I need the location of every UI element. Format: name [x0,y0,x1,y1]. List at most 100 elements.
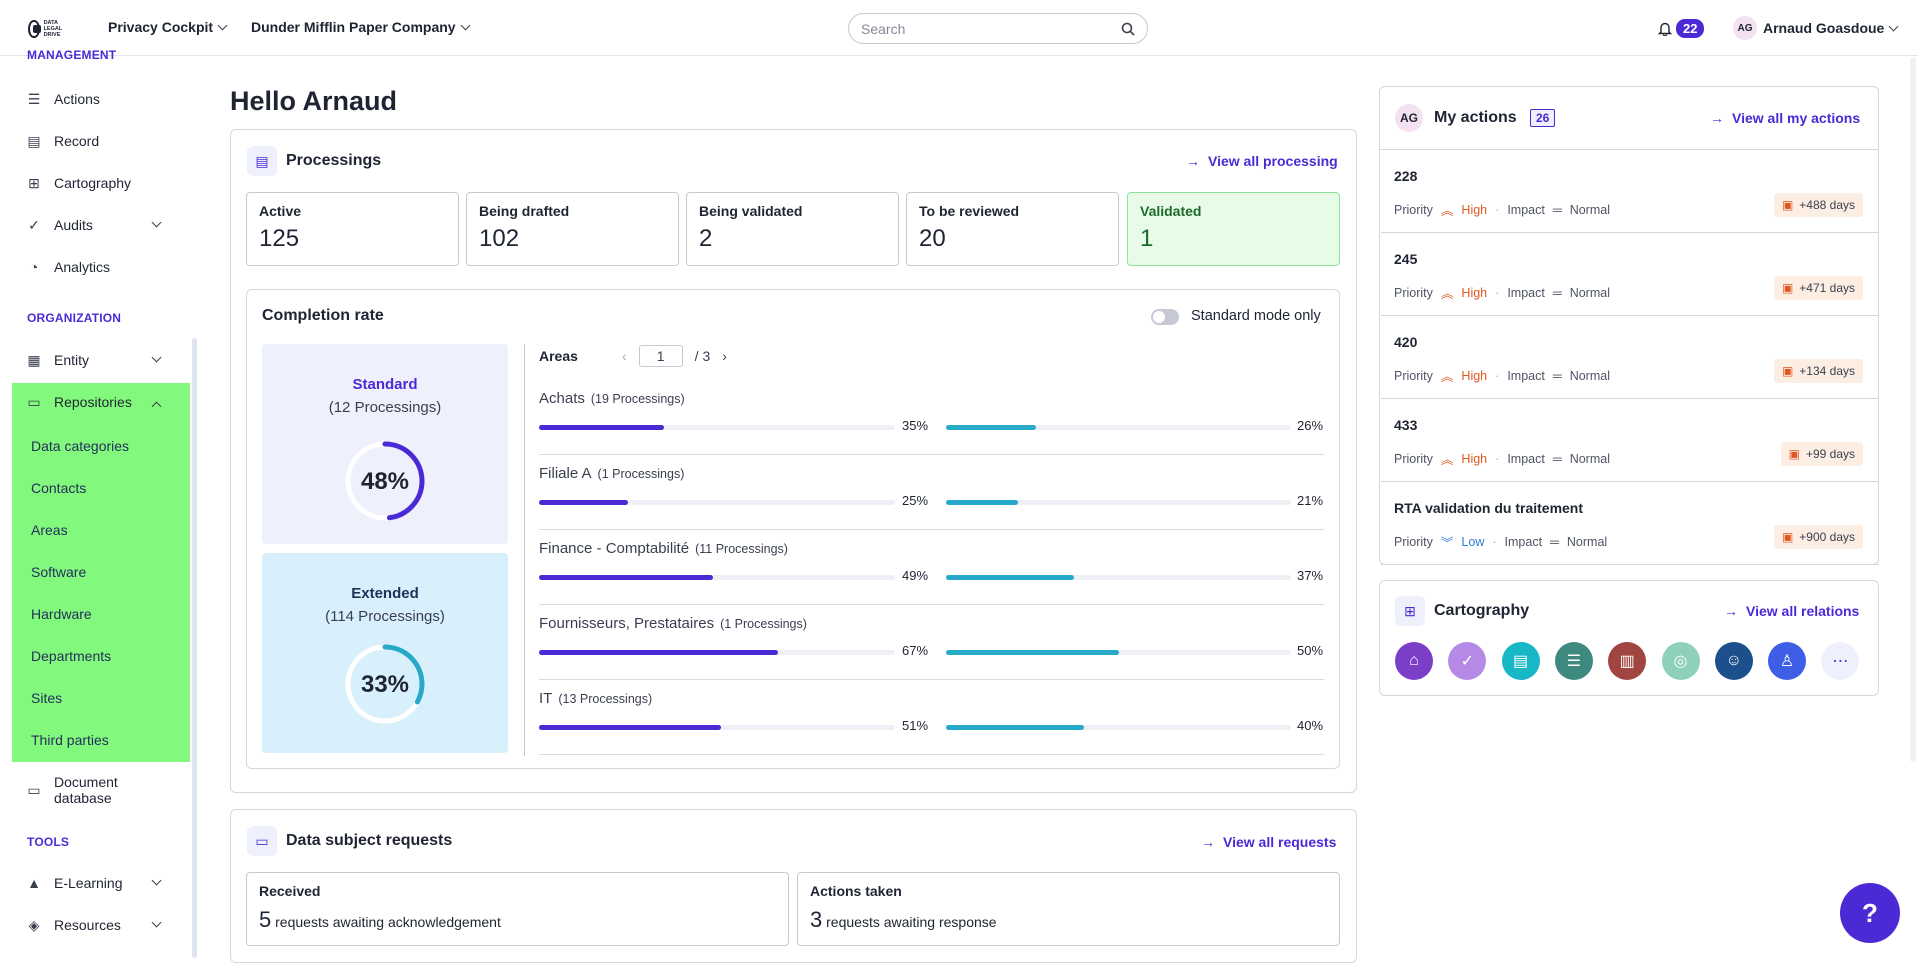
company-switcher[interactable]: Dunder Mifflin Paper Company [251,19,471,35]
sidebar-item-cartography[interactable]: ⊞ Cartography [0,164,190,202]
page-scrollbar[interactable] [1910,57,1916,762]
chevron-left-icon[interactable]: ‹ [622,348,627,364]
stat-value: 2 [699,225,713,252]
stat-validated[interactable]: Validated 1 [1127,192,1340,266]
sidebar-item-actions[interactable]: ☰ Actions [0,80,190,118]
more-icon[interactable]: ⋯ [1821,642,1860,680]
sidebar-subitem-hardware[interactable]: Hardware [31,606,92,622]
action-row[interactable]: 433 Priority ︽ High · Impact ═ Normal ▣ +99 days [1381,399,1879,482]
action-row[interactable]: 228 Priority ︽ High · Impact ═ Normal ▣ +488 days [1381,150,1879,233]
sidebar-scrollbar[interactable] [192,338,197,958]
chevron-down-icon [217,20,228,30]
view-all-my-actions-link[interactable]: → View all my actions [1710,110,1860,126]
sidebar-item-elearning[interactable]: ▲ E-Learning [0,864,190,902]
stat-to-be-reviewed[interactable]: To be reviewed 20 [906,192,1119,266]
standard-mode-toggle[interactable] [1151,309,1179,325]
sidebar-item-document-database[interactable]: ▭ Document database [0,768,190,812]
area-row[interactable]: Fournisseurs, Prestataires (1 Processings… [539,605,1324,680]
sidebar-item-analytics[interactable]: ◔ Analytics [0,248,190,286]
due-days-badge: ▣ +99 days [1780,442,1863,466]
sidebar-subitem-sites[interactable]: Sites [31,690,63,706]
user-menu[interactable]: AG Arnaud Goasdoue [1733,16,1899,40]
action-id: RTA validation du traitement [1394,500,1584,516]
chevrons-up-icon: ︽ [1440,453,1454,467]
search-input[interactable] [861,20,1121,37]
calendar-icon: ▣ [1781,281,1794,295]
extended-title: Extended [351,585,419,602]
search-box[interactable] [848,13,1148,44]
sidebar-item-entity[interactable]: ▦ Entity [0,341,190,379]
stat-being-validated[interactable]: Being validated 2 [686,192,899,266]
action-row[interactable]: 420 Priority ︽ High · Impact ═ Normal ▣ +134 days [1381,316,1879,399]
document-icon: ▤ [247,146,277,176]
help-chat-button[interactable]: ? [1840,883,1900,943]
sidebar-item-label: Resources [54,917,121,933]
notifications[interactable]: 22 [1658,19,1705,38]
view-all-processing-link[interactable]: → View all processing [1186,153,1338,169]
area-name-label: Achats [539,390,585,407]
equals-icon: ═ [1552,285,1562,300]
group-icon[interactable]: ☺ [1714,642,1753,680]
sidebar-subitem-areas[interactable]: Areas [31,522,68,538]
sidebar-subitem-third-parties[interactable]: Third parties [31,732,109,748]
document-icon[interactable]: ▤ [1501,642,1540,680]
area-row[interactable]: IT (13 Processings) 51% 40% [539,680,1324,755]
user-name: Arnaud Goasdoue [1763,20,1885,36]
stat-being-drafted[interactable]: Being drafted 102 [466,192,679,266]
sidebar-item-repositories[interactable]: ▭ Repositories [0,383,190,421]
bank-icon[interactable]: ⌂ [1395,642,1433,680]
stat-active[interactable]: Active 125 [246,192,459,266]
app-logo[interactable]: DATA LEGAL DRIVE [28,18,72,40]
sidebar-item-record[interactable]: ▤ Record [0,122,190,160]
area-name-label: Finance - Comptabilité [539,540,690,557]
stat-label: To be reviewed [919,203,1020,219]
action-meta: Priority ︽ High · Impact ═ Normal [1394,283,1610,302]
resources-icon: ◈ [28,916,40,933]
area-row[interactable]: Achats (19 Processings) 35% 26% [539,380,1324,455]
calendar-icon: ▣ [1781,364,1794,378]
database-icon[interactable]: ◎ [1661,642,1700,680]
product-switcher[interactable]: Privacy Cockpit [108,19,228,35]
extended-pct: 50% [1297,643,1324,658]
impact-value: Normal [1566,534,1608,549]
sidebar: MANAGEMENT ☰ Actions ▤ Record ⊞ Cartogra… [0,48,200,963]
priority-value: High [1461,451,1488,466]
extended-bar-track [946,500,1291,505]
dsr-received[interactable]: Received 5 requests awaiting acknowledge… [246,872,789,946]
search-icon[interactable] [1121,22,1135,36]
page-input[interactable]: 1 [638,345,683,367]
arrow-right-icon: → [1186,153,1200,169]
view-all-requests-link[interactable]: → View all requests [1201,834,1336,850]
sidebar-item-audits[interactable]: ✓ Audits [0,206,190,244]
link-label: View all processing [1208,153,1338,169]
chevrons-down-icon: ︾ [1440,536,1454,550]
extended-pct: 40% [1297,718,1324,733]
list-icon[interactable]: ☰ [1554,642,1593,680]
area-row[interactable]: Filiale A (1 Processings) 25% 21% [539,455,1324,530]
sidebar-subitem-departments[interactable]: Departments [31,648,112,664]
priority-value: High [1461,285,1488,300]
chevron-up-icon [151,401,162,412]
stat-value: 1 [1140,225,1154,252]
action-row[interactable]: 245 Priority ︽ High · Impact ═ Normal ▣ +471 days [1381,233,1879,316]
person-icon[interactable]: ♙ [1768,642,1807,680]
chevron-right-icon[interactable]: › [722,348,727,364]
view-all-relations-link[interactable]: → View all relations [1724,603,1859,619]
shield-check-icon[interactable]: ✓ [1448,642,1487,680]
sidebar-subitem-software[interactable]: Software [31,564,87,580]
section-management-label: MANAGEMENT [27,48,117,62]
impact-label: Impact [1507,285,1545,300]
due-days: +900 days [1799,530,1855,544]
sidebar-subitem-data-categories[interactable]: Data categories [31,438,130,454]
sidebar-item-resources[interactable]: ◈ Resources [0,906,190,944]
dsr-actions-taken[interactable]: Actions taken 3 requests awaiting respon… [797,872,1340,946]
report-icon[interactable]: ▥ [1608,642,1647,680]
table-icon: ▤ [27,132,41,149]
extended-subtitle: (114 Processings) [325,608,445,625]
arrow-right-icon: → [1201,834,1215,850]
action-row[interactable]: RTA validation du traitement Priority ︾ Low… [1381,482,1879,565]
sidebar-subitem-contacts[interactable]: Contacts [31,480,87,496]
action-meta: Priority ︽ High · Impact ═ Normal [1394,366,1610,385]
area-row[interactable]: Finance - Comptabilité (11 Processings) 49… [539,530,1324,605]
priority-label: Priority [1394,202,1433,217]
